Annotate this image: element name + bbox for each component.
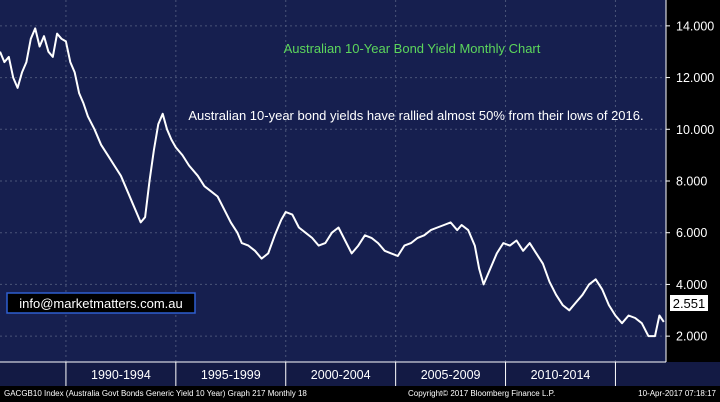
footer-copyright: Copyright© 2017 Bloomberg Finance L.P. [408, 389, 556, 398]
last-value-label: 2.551 [673, 296, 706, 311]
x-tick-label: 1995-1999 [201, 368, 261, 382]
x-tick-label: 2000-2004 [311, 368, 371, 382]
footer-timestamp: 10-Apr-2017 07:18:17 [638, 389, 716, 398]
y-tick-label: 6.000 [676, 226, 707, 240]
footer-bar: GACGB10 Index (Australia Govt Bonds Gene… [0, 386, 720, 402]
x-axis-bar [0, 362, 720, 386]
x-tick-label: 2005-2009 [421, 368, 481, 382]
grid-lines [0, 0, 666, 362]
watermark-text: info@marketmatters.com.au [19, 296, 182, 311]
y-axis: 2.000 4.000 6.000 8.000 10.000 12.000 14.000 [665, 0, 714, 362]
y-tick-label: 4.000 [676, 278, 707, 292]
yield-series-line [0, 27, 665, 338]
y-tick-label: 10.000 [676, 123, 714, 137]
watermark-box: info@marketmatters.com.au [6, 292, 196, 314]
y-tick-label: 14.000 [676, 19, 714, 33]
x-tick-label: 2010-2014 [531, 368, 591, 382]
y-tick-label: 8.000 [676, 175, 707, 189]
footer-source: GACGB10 Index (Australia Govt Bonds Gene… [4, 389, 307, 398]
last-value-badge: 2.551 [670, 295, 708, 311]
x-axis: 1990-1994 1995-1999 2000-2004 2005-2009 2010… [0, 361, 666, 386]
chart-title: Australian 10-Year Bond Yield Monthly Ch… [284, 41, 541, 56]
y-tick-label: 2.000 [676, 330, 707, 344]
x-tick-label: 1990-1994 [91, 368, 151, 382]
y-tick-label: 12.000 [676, 71, 714, 85]
chart-annotation: Australian 10-year bond yields have rall… [188, 108, 643, 123]
